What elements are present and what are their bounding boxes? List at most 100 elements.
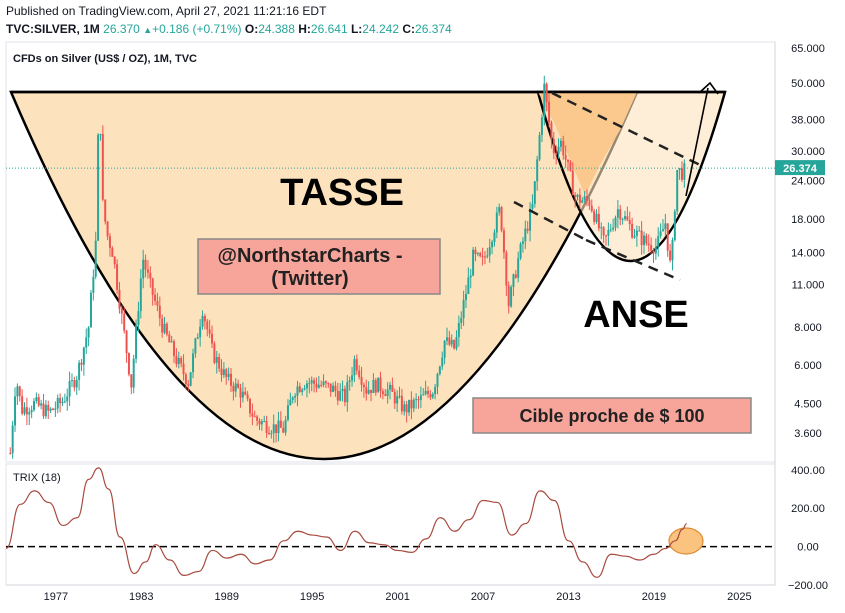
candle-body: [73, 380, 76, 388]
candle-body: [308, 383, 311, 385]
candle-body: [104, 199, 107, 222]
last-price: 26.370: [103, 22, 140, 36]
candle-body: [543, 83, 546, 118]
candle-body: [315, 383, 318, 388]
candle-body: [488, 247, 491, 256]
candle-body: [263, 420, 266, 422]
candle-body: [680, 168, 683, 180]
candle-body: [462, 300, 465, 319]
candle-body: [683, 163, 686, 180]
candle-body: [85, 337, 88, 348]
candle-body: [189, 372, 192, 386]
price-change: +0.186 (+0.71%): [152, 22, 242, 36]
candle-body: [427, 390, 430, 395]
candle-body: [472, 249, 475, 276]
candle-body: [455, 337, 458, 349]
candle-body: [324, 381, 327, 384]
candle-body: [609, 229, 612, 231]
candle-body: [270, 433, 273, 435]
last-price-badge: [775, 160, 825, 176]
close-label: C:: [402, 22, 416, 36]
candle-body: [441, 357, 444, 367]
candle-body: [443, 340, 446, 358]
price-tick-label: 24.000: [791, 176, 825, 188]
candle-body: [661, 229, 664, 232]
price-tick-label: 11.000: [792, 280, 825, 292]
candle-body: [334, 385, 337, 391]
candle-body: [78, 362, 81, 380]
support-dashed-line: [513, 200, 589, 243]
candle-body: [23, 407, 26, 414]
candle-body: [201, 316, 204, 327]
price-tick-label: 14.000: [791, 247, 825, 259]
candle-body: [393, 391, 396, 404]
candle-body: [343, 388, 346, 403]
candle-body: [192, 353, 195, 373]
candle-body: [422, 394, 425, 396]
candle-body: [336, 390, 339, 401]
candle-body: [135, 325, 138, 359]
candle-body: [173, 341, 176, 356]
candle-body: [218, 357, 221, 369]
candle-body: [327, 383, 330, 385]
candle-body: [545, 83, 548, 102]
candle-body: [569, 161, 572, 171]
high-value: 26.641: [310, 22, 348, 36]
target-box: [472, 397, 752, 434]
price-tick-label: 50.000: [791, 78, 825, 90]
candle-body: [161, 318, 164, 333]
candle-body: [70, 380, 73, 382]
candlestick-series: [9, 75, 686, 459]
candle-body: [436, 373, 439, 387]
symbol-label[interactable]: TVC:SILVER, 1M: [6, 22, 100, 36]
candle-body: [398, 395, 401, 397]
candle-body: [286, 405, 289, 420]
candle-body: [431, 394, 434, 398]
candle-body: [313, 380, 316, 384]
candle-body: [355, 359, 358, 371]
price-tick-label: 4.500: [794, 399, 822, 411]
candle-body: [59, 397, 62, 404]
candle-body: [111, 247, 114, 257]
candle-body: [277, 420, 280, 434]
candle-body: [168, 334, 171, 343]
candle-body: [47, 404, 50, 411]
candle-body: [182, 363, 185, 375]
candle-body: [533, 181, 536, 204]
candle-body: [536, 159, 539, 182]
candle-body: [562, 140, 565, 156]
price-tick-label: 65.000: [791, 43, 825, 55]
candle-body: [305, 383, 308, 389]
candle-body: [557, 146, 560, 155]
candle-body: [42, 403, 45, 417]
candle-body: [154, 294, 157, 301]
candle-body: [474, 249, 477, 254]
candle-body: [97, 134, 100, 241]
candle-body: [187, 384, 190, 386]
candle-body: [659, 231, 662, 237]
candle-body: [626, 216, 629, 221]
candle-body: [272, 424, 275, 434]
candle-body: [120, 308, 123, 314]
candle-body: [232, 385, 235, 392]
candle-body: [389, 384, 392, 390]
candle-body: [391, 384, 394, 392]
candle-body: [652, 250, 655, 254]
candle-body: [623, 216, 626, 220]
candle-body: [467, 277, 470, 295]
low-label: L:: [350, 22, 363, 36]
credit-line-2: (Twitter): [271, 268, 348, 290]
candle-body: [502, 230, 505, 253]
target-arrow-head-icon: [698, 81, 719, 95]
candle-body: [106, 221, 109, 237]
candle-body: [282, 427, 285, 433]
candle-body: [56, 397, 59, 409]
candle-body: [329, 383, 332, 392]
trix-tick-label: 0.00: [797, 542, 818, 554]
candle-body: [415, 399, 418, 401]
candle-body: [222, 369, 225, 375]
low-value: 24.242: [362, 22, 399, 36]
trix-series-line: [5, 467, 687, 578]
candle-body: [650, 245, 653, 251]
